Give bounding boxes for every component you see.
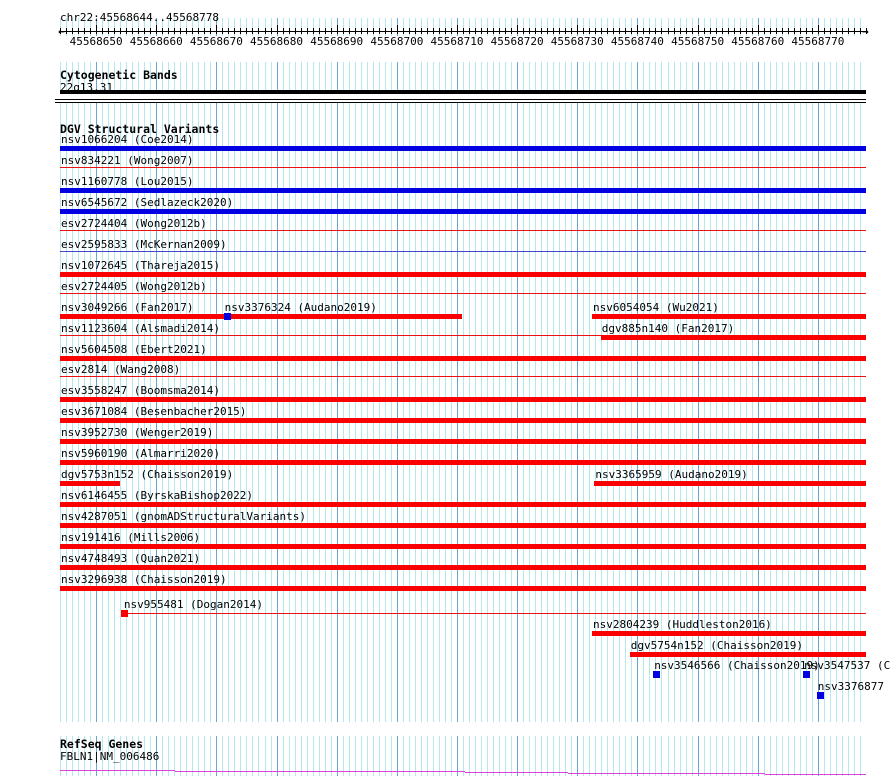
dgv-feature-label[interactable]: esv2595833 (McKernan2009) — [61, 237, 227, 251]
dgv-feature-label[interactable]: nsv6146455 (ByrskaBishop2022) — [61, 489, 254, 503]
dgv-feature-label[interactable]: nsv834221 (Wong2007) — [61, 153, 194, 167]
dgv-feature-label[interactable]: nsv191416 (Mills2006) — [61, 531, 201, 544]
dgv-feature-bar[interactable] — [60, 208, 866, 214]
dgv-feature-label[interactable]: nsv5960190 (Almarri2020) — [61, 447, 220, 461]
dgv-feature-bar[interactable] — [60, 292, 866, 294]
dgv-feature-bar[interactable] — [600, 334, 866, 340]
refseq-section-title: RefSeq Genes — [60, 737, 144, 751]
dgv-feature-bar[interactable] — [60, 146, 866, 151]
dgv-feature-bar[interactable] — [60, 271, 866, 277]
ruler-right-arrow: → — [862, 26, 869, 37]
dgv-feature-label[interactable]: nsv6545672 (Sedlazeck2020) — [61, 195, 234, 209]
refseq-gene-segment[interactable] — [765, 774, 867, 775]
dgv-feature-bar[interactable] — [629, 652, 866, 657]
dgv-feature-bar[interactable] — [60, 229, 866, 231]
ruler-tick-label: 45568760 — [731, 35, 785, 48]
dgv-feature-block[interactable] — [120, 610, 128, 617]
dgv-feature-label[interactable]: esv2814 (Wang2008) — [61, 363, 181, 377]
ruler-tick-label: 45568740 — [610, 35, 664, 48]
dgv-feature-bar[interactable] — [60, 523, 866, 529]
section-divider-bottom — [55, 102, 866, 103]
ruler-tick-label: 45568690 — [310, 35, 364, 48]
dgv-feature-label[interactable]: nsv2804239 (Huddleston2016) — [593, 618, 772, 631]
refseq-gene-segment[interactable] — [465, 772, 568, 773]
dgv-feature-bar[interactable] — [60, 166, 866, 168]
dgv-feature-bar[interactable] — [60, 376, 866, 378]
grid-cytoband-region — [60, 62, 866, 92]
dgv-feature-label[interactable]: nsv1160778 (Lou2015) — [61, 174, 194, 188]
dgv-feature-bar[interactable] — [60, 439, 866, 445]
dgv-feature-bar[interactable] — [594, 481, 866, 487]
dgv-feature-bar[interactable] — [60, 481, 121, 487]
cytoband-section-title: Cytogenetic Bands — [60, 68, 178, 82]
locus-label: chr22:45568644..45568778 — [60, 11, 219, 24]
dgv-feature-label[interactable]: nsv4748493 (Quan2021) — [61, 552, 201, 565]
ruler-tick-label: 45568770 — [791, 35, 845, 48]
dgv-feature-bar[interactable] — [60, 502, 866, 508]
ruler-tick-label: 45568730 — [550, 35, 604, 48]
dgv-feature-bar[interactable] — [122, 613, 866, 614]
dgv-feature-label[interactable]: nsv1072645 (Thareja2015) — [61, 258, 220, 272]
refseq-gene-label: FBLN1|NM_006486 — [60, 750, 160, 763]
dgv-feature-bar[interactable] — [60, 250, 866, 252]
dgv-feature-bar[interactable] — [60, 418, 866, 424]
dgv-feature-label[interactable]: nsv4287051 (gnomADStructuralVariants) — [61, 510, 307, 524]
dgv-feature-label[interactable]: nsv1123604 (Alsmadi2014) — [61, 321, 220, 335]
ruler-left-arrow: ← — [58, 25, 65, 38]
refseq-gene-segment[interactable] — [567, 773, 766, 774]
grid-refseq-region — [60, 736, 866, 776]
ruler-tick-label: 45568700 — [370, 35, 424, 48]
dgv-feature-label[interactable]: nsv3049266 (Fan2017) — [61, 300, 194, 314]
dgv-feature-label[interactable]: dgv885n140 (Fan2017) — [601, 321, 735, 335]
dgv-feature-label[interactable]: dgv5753n152 (Chaisson2019) — [61, 468, 234, 482]
dgv-feature-bar[interactable] — [60, 460, 866, 466]
dgv-feature-bar[interactable] — [60, 313, 463, 319]
dgv-feature-label[interactable]: esv3671084 (Besenbacher2015) — [61, 405, 247, 419]
dgv-feature-bar[interactable] — [60, 334, 866, 336]
ruler-tick-label: 45568660 — [129, 35, 183, 48]
dgv-feature-label[interactable]: nsv3376877 (A — [817, 680, 890, 693]
dgv-feature-label[interactable]: esv2724405 (Wong2012b) — [61, 279, 207, 293]
dgv-feature-label[interactable]: esv2724404 (Wong2012b) — [61, 216, 207, 230]
dgv-feature-label[interactable]: nsv3296938 (Chaisson2019) — [61, 573, 227, 586]
dgv-feature-bar[interactable] — [60, 565, 866, 570]
ruler-tick-label: 45568650 — [69, 35, 123, 48]
dgv-feature-block[interactable] — [816, 692, 824, 699]
dgv-feature-bar[interactable] — [60, 355, 866, 361]
ruler-tick-label: 45568680 — [250, 35, 304, 48]
dgv-feature-label[interactable]: nsv955481 (Dogan2014) — [123, 598, 263, 611]
dgv-feature-block[interactable] — [653, 671, 661, 678]
section-divider-top — [55, 99, 866, 100]
refseq-gene-segment[interactable] — [175, 771, 466, 772]
dgv-feature-bar[interactable] — [60, 586, 866, 591]
dgv-feature-label[interactable]: dgv5754n152 (Chaisson2019) — [630, 639, 803, 652]
dgv-feature-bar[interactable] — [592, 631, 866, 636]
dgv-feature-label[interactable]: nsv3365959 (Audano2019) — [595, 468, 748, 482]
dgv-feature-bar[interactable] — [592, 313, 866, 319]
dgv-feature-label[interactable]: nsv3376324 (Audano2019) — [224, 300, 377, 314]
dgv-feature-block[interactable] — [803, 671, 811, 678]
dgv-feature-bar[interactable] — [60, 544, 866, 549]
dgv-feature-label[interactable]: nsv3547537 (Cha — [804, 659, 890, 672]
dgv-feature-label[interactable]: nsv3546566 (Chaisson2019) — [654, 659, 820, 672]
ruler-tick-label: 45568720 — [490, 35, 544, 48]
ruler-tick-label: 45568750 — [671, 35, 725, 48]
dgv-feature-block[interactable] — [223, 312, 231, 320]
dgv-feature-label[interactable]: nsv6054054 (Wu2021) — [593, 300, 719, 314]
dgv-feature-label[interactable]: nsv1066204 (Coe2014) — [61, 133, 194, 146]
dgv-feature-bar[interactable] — [60, 397, 866, 403]
cytoband-bar — [60, 90, 866, 94]
dgv-feature-label[interactable]: esv3558247 (Boomsma2014) — [61, 384, 220, 398]
dgv-feature-label[interactable]: nsv5604508 (Ebert2021) — [61, 342, 207, 356]
ruler-tick-label: 45568710 — [430, 35, 484, 48]
refseq-gene-segment[interactable] — [60, 770, 176, 771]
dgv-section-title: DGV Structural Variants — [60, 122, 220, 136]
dgv-feature-label[interactable]: nsv3952730 (Wenger2019) — [61, 426, 214, 440]
dgv-feature-bar[interactable] — [60, 187, 866, 193]
ruler-tick-label: 45568670 — [189, 35, 243, 48]
